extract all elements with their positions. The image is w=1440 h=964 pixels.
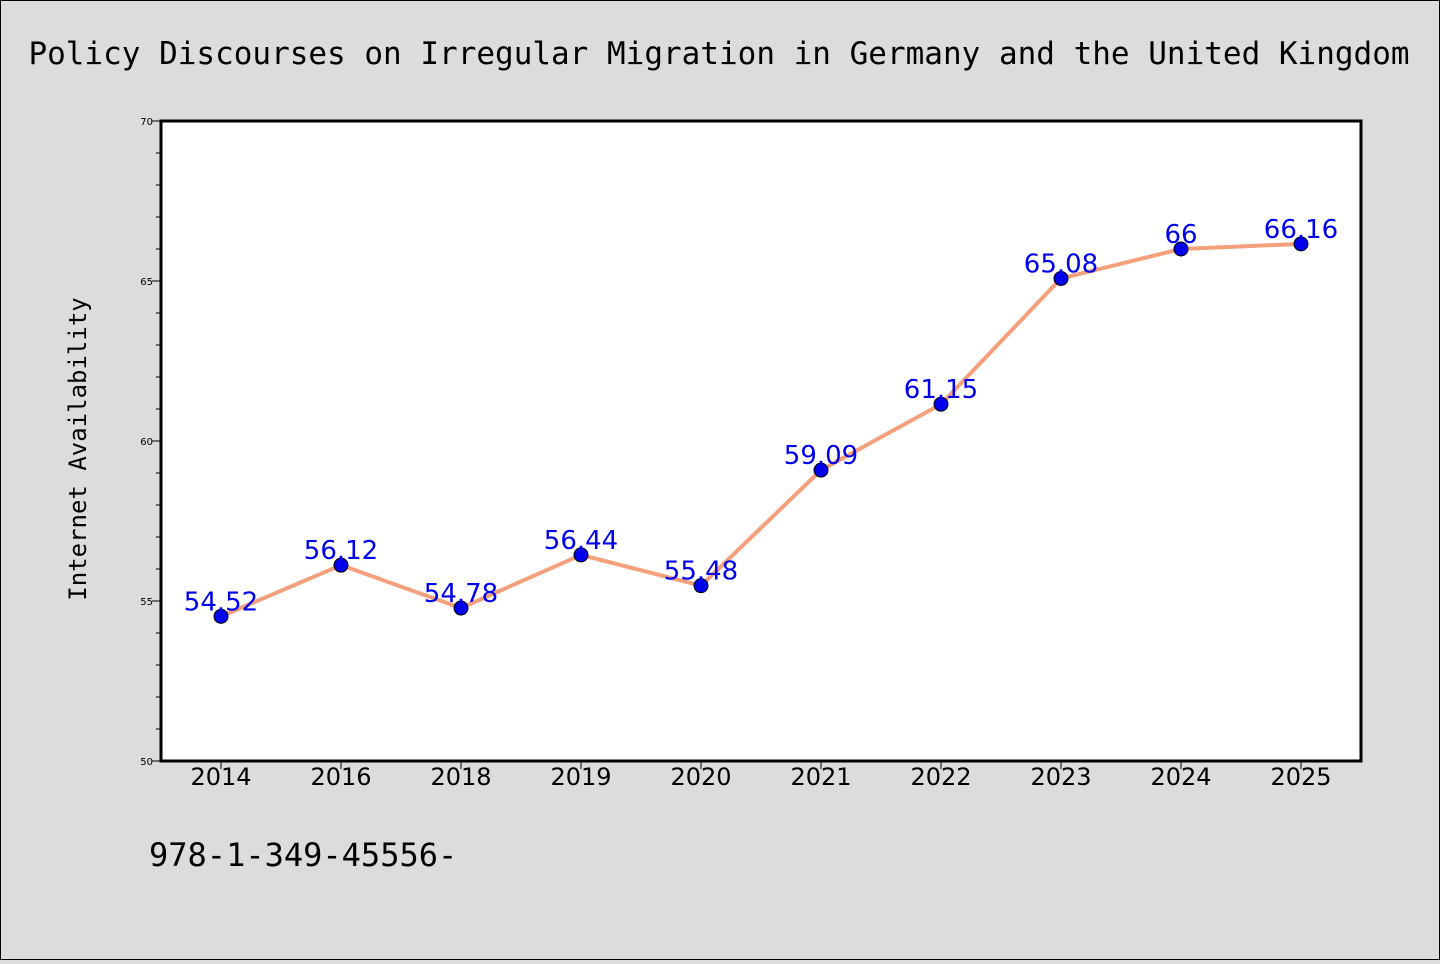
x-tick-label: 2022 [910, 763, 971, 791]
data-label: 54.78 [424, 579, 498, 609]
data-label: 66.16 [1264, 215, 1338, 245]
x-tick-label: 2024 [1150, 763, 1211, 791]
data-point [933, 396, 949, 412]
data-label: 65.08 [1024, 249, 1098, 279]
data-point [693, 578, 709, 594]
data-point [333, 557, 349, 573]
data-point [453, 600, 469, 616]
y-tick-label: 70 [140, 117, 153, 128]
data-point [573, 547, 589, 563]
y-axis: 50 55 60 65 70 [140, 117, 161, 768]
x-tick-label: 2020 [670, 763, 731, 791]
data-point [1293, 236, 1309, 252]
x-tick-label: 2016 [310, 763, 371, 791]
data-point [813, 462, 829, 478]
data-label: 61.15 [904, 375, 978, 405]
plot-area [161, 121, 1361, 761]
data-label: 59.09 [784, 441, 858, 471]
data-series [213, 236, 1309, 624]
footer-text: 978-1-349-45556- [149, 836, 457, 874]
x-tick-label: 2021 [790, 763, 851, 791]
series-line [219, 241, 1303, 619]
data-label: 56.44 [544, 526, 618, 556]
data-point [1053, 270, 1069, 286]
data-label: 55.48 [664, 557, 738, 587]
plot-frame [159, 119, 1363, 763]
x-tick-label: 2014 [190, 763, 251, 791]
y-tick-label: 60 [140, 437, 153, 448]
x-axis: 2014 2016 2018 2019 2020 2021 2022 2023 2024 2025 [190, 761, 1332, 791]
x-tick-label: 2018 [430, 763, 491, 791]
x-tick-label: 2019 [550, 763, 611, 791]
data-point [1173, 241, 1189, 257]
y-tick-label: 50 [140, 757, 153, 768]
chart-title: Policy Discourses on Irregular Migration… [28, 36, 1409, 72]
data-point [213, 608, 229, 624]
y-tick-label: 55 [140, 597, 153, 608]
y-tick-label: 65 [140, 277, 153, 288]
data-label: 56.12 [304, 536, 378, 566]
x-tick-label: 2023 [1030, 763, 1091, 791]
x-tick-label: 2025 [1270, 763, 1331, 791]
data-label: 66 [1164, 220, 1197, 250]
y-axis-label: Internet Availability [64, 297, 92, 600]
data-labels: 54.52 56.12 54.78 56.44 55.48 59.09 61.15 65.08… [184, 215, 1338, 617]
data-label: 54.52 [184, 587, 258, 617]
